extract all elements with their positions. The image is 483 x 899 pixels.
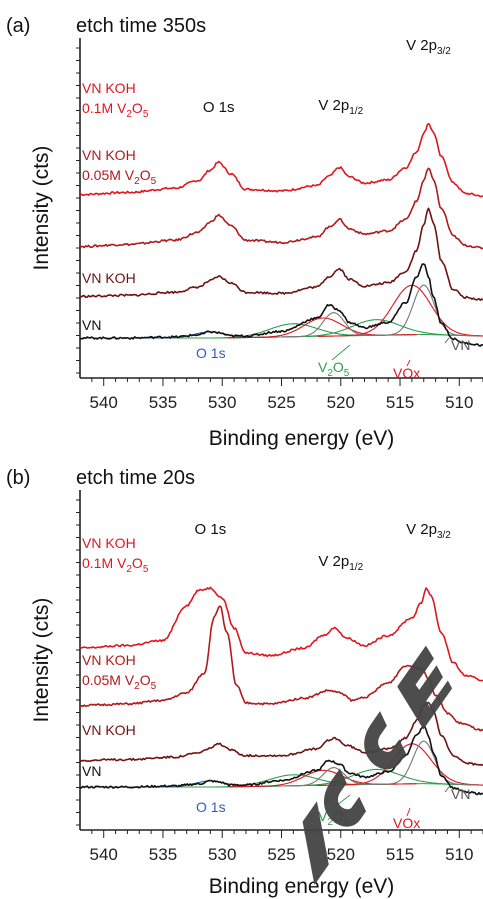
x-tick-label: 510: [445, 845, 473, 864]
x-tick-label: 515: [386, 393, 414, 412]
x-tick-label: 535: [149, 845, 177, 864]
component-leader-line: [406, 807, 411, 817]
component-leader-line: [331, 344, 351, 361]
series-label: VN: [82, 763, 101, 779]
x-tick-label: 530: [208, 845, 236, 864]
x-tick-label: 530: [208, 393, 236, 412]
series-label: VN KOH: [82, 270, 136, 286]
x-axis-title: Binding energy (eV): [209, 875, 395, 898]
peak-label: V 2p3/2: [406, 37, 451, 57]
fit-component-line: [370, 740, 476, 786]
series-label: VN KOH: [82, 80, 136, 96]
x-tick-label: 525: [267, 845, 295, 864]
peak-label: O 1s: [195, 521, 227, 538]
peak-label: V 2p3/2: [406, 521, 451, 541]
series-label-line2: 0.05M V2O5: [82, 672, 157, 692]
panel-a: (a) etch time 350s 540 535 530 525 520 515 510 Bi…: [6, 15, 483, 450]
x-tick-label: 515: [386, 845, 414, 864]
x-tick-label: 540: [90, 845, 118, 864]
peak-label: V 2p1/2: [318, 97, 363, 117]
panel-title: etch time 20s: [76, 467, 195, 489]
series-line: [80, 263, 483, 347]
component-label: VOx: [393, 365, 420, 381]
series-line: [80, 207, 483, 301]
x-tick-label: 510: [445, 393, 473, 412]
panel-title: etch time 350s: [76, 15, 206, 37]
y-axis-title: Intensity (cts): [30, 598, 53, 723]
panel-label: (a): [6, 15, 30, 37]
component-label: VN: [451, 786, 470, 802]
x-axis-title: Binding energy (eV): [209, 427, 395, 450]
series-line: [80, 167, 483, 250]
x-tick-label: 520: [327, 393, 355, 412]
component-label: O 1s: [196, 799, 226, 815]
series-label: VN KOH: [82, 535, 136, 551]
component-label: V2O5: [318, 359, 350, 379]
series-label: VN KOH: [82, 652, 136, 668]
series-label: VN: [82, 317, 101, 333]
series-label-line2: 0.1M V2O5: [82, 100, 149, 120]
peak-label: O 1s: [203, 99, 235, 116]
component-leader-line: [444, 337, 450, 344]
series-line: [80, 586, 483, 682]
fit-component-line: [317, 284, 483, 337]
plot-area: [80, 122, 483, 347]
series-line: [80, 122, 483, 198]
panel-b: (b) etch time 20s 540 535 530 525 520 515 510 Bin…: [6, 467, 483, 898]
fit-component-line: [370, 284, 476, 337]
series-label-line2: 0.1M V2O5: [82, 555, 149, 575]
panel-label: (b): [6, 467, 30, 489]
x-tick-label: 535: [149, 393, 177, 412]
fit-component-line: [280, 767, 386, 787]
fit-component-line: [280, 312, 386, 338]
component-label: VN: [451, 337, 470, 353]
series-label: VN KOH: [82, 722, 136, 738]
peak-label: V 2p1/2: [318, 553, 363, 573]
y-axis-title: Intensity (cts): [30, 146, 53, 271]
component-label: VOx: [393, 815, 420, 831]
accepted-watermark: [302, 645, 453, 886]
component-label: O 1s: [196, 345, 226, 361]
series-line: [80, 725, 483, 796]
series-label: VN KOH: [82, 147, 136, 163]
x-tick-label: 525: [267, 393, 295, 412]
x-tick-label: 520: [327, 845, 355, 864]
series-label-line2: 0.05M V2O5: [82, 167, 157, 187]
component-leader-line: [444, 786, 450, 793]
component-leader-line: [406, 359, 411, 367]
x-tick-label: 540: [90, 393, 118, 412]
